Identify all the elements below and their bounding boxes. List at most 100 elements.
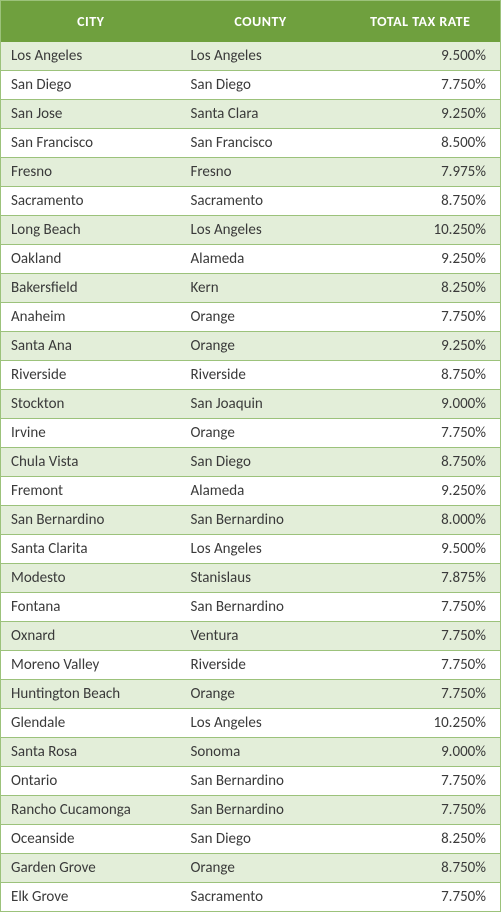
cell-county: San Bernardino <box>181 767 341 796</box>
cell-city: Santa Clarita <box>1 535 181 564</box>
cell-county: Riverside <box>181 361 341 390</box>
cell-county: Los Angeles <box>181 709 341 738</box>
table-row: San JoseSanta Clara9.250% <box>1 100 501 129</box>
cell-rate: 7.750% <box>341 883 501 912</box>
cell-county: Los Angeles <box>181 535 341 564</box>
table-row: OxnardVentura7.750% <box>1 622 501 651</box>
cell-rate: 7.750% <box>341 680 501 709</box>
header-city: CITY <box>1 1 181 43</box>
cell-city: Riverside <box>1 361 181 390</box>
cell-city: Anaheim <box>1 303 181 332</box>
cell-city: Modesto <box>1 564 181 593</box>
cell-rate: 7.750% <box>341 622 501 651</box>
cell-rate: 8.500% <box>341 129 501 158</box>
cell-county: Ventura <box>181 622 341 651</box>
cell-city: Oxnard <box>1 622 181 651</box>
cell-county: Kern <box>181 274 341 303</box>
cell-rate: 8.750% <box>341 854 501 883</box>
cell-city: Ontario <box>1 767 181 796</box>
table-row: AnaheimOrange7.750% <box>1 303 501 332</box>
table-row: Moreno ValleyRiverside7.750% <box>1 651 501 680</box>
cell-rate: 9.250% <box>341 100 501 129</box>
cell-rate: 7.875% <box>341 564 501 593</box>
cell-city: Moreno Valley <box>1 651 181 680</box>
cell-rate: 9.250% <box>341 332 501 361</box>
table-row: OaklandAlameda9.250% <box>1 245 501 274</box>
cell-county: Orange <box>181 854 341 883</box>
table-row: IrvineOrange7.750% <box>1 419 501 448</box>
table-row: Long BeachLos Angeles10.250% <box>1 216 501 245</box>
cell-county: San Diego <box>181 71 341 100</box>
cell-county: San Joaquin <box>181 390 341 419</box>
cell-rate: 9.500% <box>341 42 501 71</box>
header-county: COUNTY <box>181 1 341 43</box>
table-row: StocktonSan Joaquin9.000% <box>1 390 501 419</box>
cell-county: Orange <box>181 332 341 361</box>
table-row: FremontAlameda9.250% <box>1 477 501 506</box>
table-row: ModestoStanislaus7.875% <box>1 564 501 593</box>
cell-city: Oakland <box>1 245 181 274</box>
table-row: FresnoFresno7.975% <box>1 158 501 187</box>
cell-city: Long Beach <box>1 216 181 245</box>
header-rate: TOTAL TAX RATE <box>341 1 501 43</box>
cell-city: San Jose <box>1 100 181 129</box>
cell-county: Los Angeles <box>181 216 341 245</box>
cell-rate: 8.750% <box>341 187 501 216</box>
cell-city: Santa Ana <box>1 332 181 361</box>
cell-county: Orange <box>181 303 341 332</box>
cell-rate: 9.500% <box>341 535 501 564</box>
table-row: GlendaleLos Angeles10.250% <box>1 709 501 738</box>
table-row: Chula VistaSan Diego8.750% <box>1 448 501 477</box>
cell-county: Alameda <box>181 245 341 274</box>
cell-rate: 7.750% <box>341 71 501 100</box>
table-row: San BernardinoSan Bernardino8.000% <box>1 506 501 535</box>
cell-county: San Bernardino <box>181 796 341 825</box>
cell-county: Riverside <box>181 651 341 680</box>
cell-city: Fontana <box>1 593 181 622</box>
table-header-row: CITY COUNTY TOTAL TAX RATE <box>1 1 501 43</box>
cell-rate: 10.250% <box>341 709 501 738</box>
cell-rate: 8.750% <box>341 448 501 477</box>
cell-county: Orange <box>181 419 341 448</box>
table-row: BakersfieldKern8.250% <box>1 274 501 303</box>
cell-city: Santa Rosa <box>1 738 181 767</box>
cell-city: Bakersfield <box>1 274 181 303</box>
cell-city: Sacramento <box>1 187 181 216</box>
cell-city: Elk Grove <box>1 883 181 912</box>
table-row: San FranciscoSan Francisco8.500% <box>1 129 501 158</box>
cell-city: San Bernardino <box>1 506 181 535</box>
cell-city: Fremont <box>1 477 181 506</box>
cell-county: San Diego <box>181 448 341 477</box>
tax-rate-table: CITY COUNTY TOTAL TAX RATE Los AngelesLo… <box>0 0 501 912</box>
cell-county: Los Angeles <box>181 42 341 71</box>
cell-county: San Francisco <box>181 129 341 158</box>
cell-rate: 8.000% <box>341 506 501 535</box>
cell-rate: 9.250% <box>341 477 501 506</box>
cell-county: Sacramento <box>181 883 341 912</box>
cell-city: Irvine <box>1 419 181 448</box>
cell-rate: 7.975% <box>341 158 501 187</box>
cell-city: Glendale <box>1 709 181 738</box>
table-row: OntarioSan Bernardino7.750% <box>1 767 501 796</box>
cell-rate: 10.250% <box>341 216 501 245</box>
cell-rate: 7.750% <box>341 796 501 825</box>
cell-rate: 7.750% <box>341 651 501 680</box>
cell-rate: 8.250% <box>341 825 501 854</box>
table-row: OceansideSan Diego8.250% <box>1 825 501 854</box>
cell-city: Chula Vista <box>1 448 181 477</box>
cell-county: San Bernardino <box>181 506 341 535</box>
cell-rate: 9.250% <box>341 245 501 274</box>
table-row: Santa RosaSonoma9.000% <box>1 738 501 767</box>
cell-county: Santa Clara <box>181 100 341 129</box>
cell-city: Rancho Cucamonga <box>1 796 181 825</box>
cell-city: Stockton <box>1 390 181 419</box>
cell-city: San Francisco <box>1 129 181 158</box>
cell-city: San Diego <box>1 71 181 100</box>
cell-county: Alameda <box>181 477 341 506</box>
table-row: Santa AnaOrange9.250% <box>1 332 501 361</box>
cell-rate: 8.250% <box>341 274 501 303</box>
table-row: Elk GroveSacramento7.750% <box>1 883 501 912</box>
table-row: FontanaSan Bernardino7.750% <box>1 593 501 622</box>
cell-city: Garden Grove <box>1 854 181 883</box>
cell-county: San Diego <box>181 825 341 854</box>
